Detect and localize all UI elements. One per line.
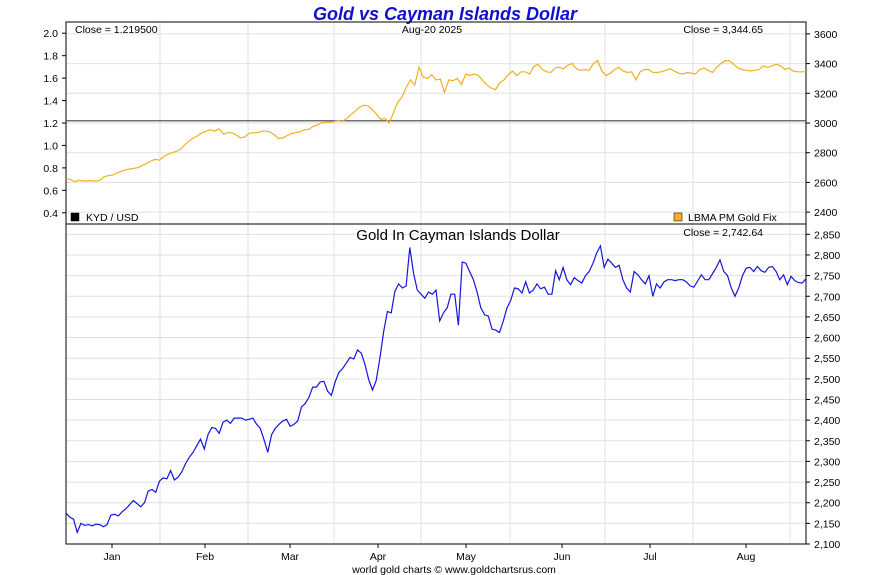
x-tick-label: Jun <box>554 551 571 563</box>
bottom-close-right: Close = 2,742.64 <box>683 227 763 239</box>
bottom-subtitle: Gold In Cayman Islands Dollar <box>356 227 559 244</box>
footer-credit: world gold charts © www.goldchartsrus.co… <box>351 564 556 575</box>
top-left-tick-label: 1.6 <box>43 73 58 85</box>
top-left-tick-label: 1.0 <box>43 140 58 152</box>
legend-gold-label: LBMA PM Gold Fix <box>688 212 777 224</box>
x-tick-label: Jul <box>643 551 656 563</box>
top-close-left: Close = 1.219500 <box>75 24 158 36</box>
x-tick-label: Jan <box>104 551 121 563</box>
top-left-tick-label: 1.4 <box>43 96 58 108</box>
series-gold-in-kyd <box>65 244 807 535</box>
top-panel-grid <box>65 22 806 224</box>
bottom-right-tick-label: 2,400 <box>814 415 840 427</box>
x-tick-label: Apr <box>370 551 387 563</box>
top-right-tick-label: 2800 <box>814 148 838 160</box>
top-right-tick-label: 3400 <box>814 59 838 71</box>
bottom-right-tick-label: 2,150 <box>814 518 840 530</box>
bottom-right-tick-label: 2,800 <box>814 250 840 262</box>
top-right-tick-label: 2400 <box>814 207 838 219</box>
bottom-right-tick-label: 2,550 <box>814 353 840 365</box>
series-lbma-gold <box>65 59 806 183</box>
x-tick-label: May <box>456 551 477 563</box>
bottom-right-tick-label: 2,200 <box>814 498 840 510</box>
legend-kyd-swatch <box>70 212 80 222</box>
top-left-tick-label: 0.4 <box>43 208 58 220</box>
top-right-tick-label: 3000 <box>814 118 838 130</box>
top-right-tick-label: 3200 <box>814 88 838 100</box>
bottom-right-tick-label: 2,850 <box>814 229 840 241</box>
legend-kyd-label: KYD / USD <box>86 212 139 224</box>
bottom-right-tick-label: 2,350 <box>814 436 840 448</box>
top-left-tick-label: 1.8 <box>43 51 58 63</box>
bottom-right-tick-label: 2,700 <box>814 291 840 303</box>
bottom-right-tick-label: 2,250 <box>814 477 840 489</box>
top-left-axis: 0.4 0.6 0.8 1.0 1.2 1.4 1.6 1.8 2.0 <box>43 28 66 220</box>
top-date: Aug-20 2025 <box>402 24 462 36</box>
bottom-right-axis: 2,100 2,150 2,200 2,250 2,300 2,350 2,400 2,450… <box>806 229 840 551</box>
top-left-tick-label: 0.8 <box>43 163 58 175</box>
x-tick-label: Aug <box>737 551 756 563</box>
chart-title: Gold vs Cayman Islands Dollar <box>313 4 578 24</box>
bottom-panel-frame <box>65 223 807 545</box>
top-right-tick-label: 3600 <box>814 29 838 41</box>
bottom-right-tick-label: 2,300 <box>814 456 840 468</box>
top-right-axis: 2400 2600 2800 3000 3200 3400 3600 <box>806 29 838 219</box>
x-tick-label: Feb <box>196 551 214 563</box>
x-axis: Jan Feb Mar Apr May Jun Jul Aug <box>104 544 756 563</box>
bottom-right-tick-label: 2,450 <box>814 394 840 406</box>
bottom-right-tick-label: 2,750 <box>814 271 840 283</box>
top-left-tick-label: 2.0 <box>43 28 58 40</box>
top-panel-series <box>65 59 806 183</box>
top-left-tick-label: 1.2 <box>43 118 58 130</box>
bottom-right-tick-label: 2,600 <box>814 333 840 345</box>
top-close-right: Close = 3,344.65 <box>683 24 763 36</box>
bottom-panel-series <box>65 244 807 535</box>
bottom-right-tick-label: 2,650 <box>814 312 840 324</box>
top-left-tick-label: 0.6 <box>43 185 58 197</box>
bottom-right-tick-label: 2,100 <box>814 539 840 551</box>
x-tick-label: Mar <box>281 551 300 563</box>
top-right-tick-label: 2600 <box>814 177 838 189</box>
legend-gold-swatch <box>673 212 683 222</box>
bottom-right-tick-label: 2,500 <box>814 374 840 386</box>
bottom-panel-grid <box>65 224 806 545</box>
